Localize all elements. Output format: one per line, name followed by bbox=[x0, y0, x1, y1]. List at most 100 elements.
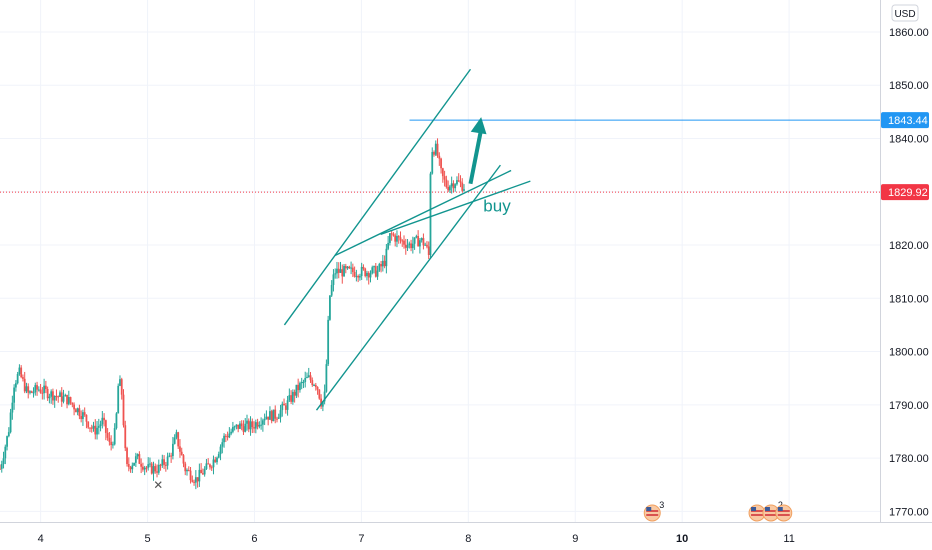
candle-body bbox=[408, 243, 411, 246]
candle-body bbox=[277, 417, 280, 419]
economic-event-flag-icon[interactable] bbox=[775, 504, 793, 522]
flag-stripe bbox=[764, 514, 777, 516]
candle-body bbox=[175, 432, 178, 438]
candle-body bbox=[288, 395, 291, 401]
wedge-lower-line[interactable] bbox=[380, 180, 531, 236]
x-tick-label: 8 bbox=[465, 533, 471, 545]
candle-body bbox=[436, 143, 439, 156]
candle-body bbox=[313, 384, 315, 386]
candle-body bbox=[103, 417, 105, 421]
candle-body bbox=[369, 273, 372, 278]
channel-lower-line[interactable] bbox=[315, 164, 501, 411]
candle-body bbox=[261, 420, 264, 425]
candle-body bbox=[66, 394, 68, 405]
x-tick-label: 9 bbox=[572, 533, 578, 545]
candle-body bbox=[235, 424, 238, 427]
candle-body bbox=[415, 236, 418, 238]
wedge-upper-line[interactable] bbox=[334, 169, 512, 257]
candle-body bbox=[447, 187, 450, 191]
candle-body bbox=[389, 233, 391, 243]
candle-body bbox=[247, 420, 250, 430]
candle-body bbox=[57, 396, 60, 398]
candle-body bbox=[434, 143, 437, 155]
candle-body bbox=[156, 471, 158, 473]
candle-body bbox=[456, 180, 458, 185]
candle-body bbox=[25, 386, 28, 392]
currency-button[interactable] bbox=[891, 4, 919, 22]
candle-body bbox=[106, 432, 109, 438]
candle-body bbox=[284, 405, 287, 410]
candle-body bbox=[83, 412, 86, 415]
candle-body bbox=[291, 391, 294, 402]
candle-body bbox=[374, 266, 377, 277]
candle-body bbox=[164, 464, 167, 466]
y-tick-label: 1790.00 bbox=[889, 400, 929, 412]
candle-body bbox=[96, 427, 98, 435]
x-tick-label: 7 bbox=[358, 533, 364, 545]
buy-arrow-shaft[interactable] bbox=[468, 128, 484, 185]
candle-body bbox=[108, 437, 111, 442]
candle-body bbox=[166, 456, 169, 466]
candle-body bbox=[267, 416, 270, 420]
candle-body bbox=[295, 384, 298, 396]
candle-body bbox=[173, 437, 176, 444]
candle-body bbox=[85, 414, 88, 422]
candle-body bbox=[129, 467, 132, 470]
candle-body bbox=[251, 421, 254, 428]
candle-body bbox=[270, 411, 273, 422]
candle-body bbox=[140, 463, 143, 467]
candle-body bbox=[43, 385, 46, 394]
candle-body bbox=[426, 244, 428, 247]
candle-body bbox=[297, 384, 300, 391]
x-tick-label: 10 bbox=[676, 533, 688, 545]
buy-arrow-head[interactable] bbox=[470, 117, 487, 135]
candle-body bbox=[454, 184, 457, 189]
candle-body bbox=[351, 267, 354, 272]
candle-body bbox=[53, 395, 56, 401]
drawings-layer[interactable]: buy bbox=[0, 68, 880, 489]
candle-body bbox=[0, 464, 3, 469]
candle-body bbox=[127, 464, 130, 468]
candle-body bbox=[50, 391, 53, 397]
candle-body bbox=[16, 374, 19, 384]
channel-upper-line[interactable] bbox=[283, 68, 472, 326]
candle-body bbox=[69, 397, 72, 403]
candle-body bbox=[410, 243, 412, 249]
candle-body bbox=[316, 386, 319, 390]
candle-body bbox=[217, 454, 220, 458]
currency-label[interactable]: USD bbox=[894, 9, 915, 20]
candle-body bbox=[459, 181, 462, 183]
price-tag bbox=[881, 184, 929, 201]
candle-body bbox=[418, 240, 421, 247]
candle-body bbox=[306, 376, 308, 378]
candle-body bbox=[341, 269, 344, 277]
candle-body bbox=[239, 423, 241, 429]
candle-body bbox=[376, 270, 379, 277]
candle-body bbox=[112, 444, 114, 446]
candle-body bbox=[99, 424, 102, 427]
candle-body bbox=[378, 264, 381, 271]
candle-body bbox=[320, 398, 322, 407]
candle-body bbox=[283, 403, 285, 406]
candle-body bbox=[163, 459, 165, 465]
candle-body bbox=[330, 284, 333, 296]
candle-body bbox=[269, 411, 271, 420]
candle-body bbox=[339, 269, 342, 273]
candle-body bbox=[210, 467, 213, 469]
candle-body bbox=[124, 425, 127, 449]
y-tick-label: 1840.00 bbox=[889, 133, 929, 145]
candle-body bbox=[390, 233, 393, 235]
candle-body bbox=[219, 446, 222, 455]
economic-event-flag-icon[interactable] bbox=[748, 504, 766, 522]
buy-annotation[interactable]: buy bbox=[483, 197, 511, 216]
candle-body bbox=[314, 384, 317, 387]
candle-body bbox=[230, 431, 233, 434]
candle-body bbox=[39, 389, 42, 393]
economic-event-flag-icon[interactable]: 3 bbox=[643, 500, 664, 522]
price-tag-label: 1843.44 bbox=[888, 115, 928, 127]
candle-body bbox=[263, 418, 266, 421]
candle-body bbox=[205, 463, 208, 469]
candle-body bbox=[189, 470, 192, 481]
